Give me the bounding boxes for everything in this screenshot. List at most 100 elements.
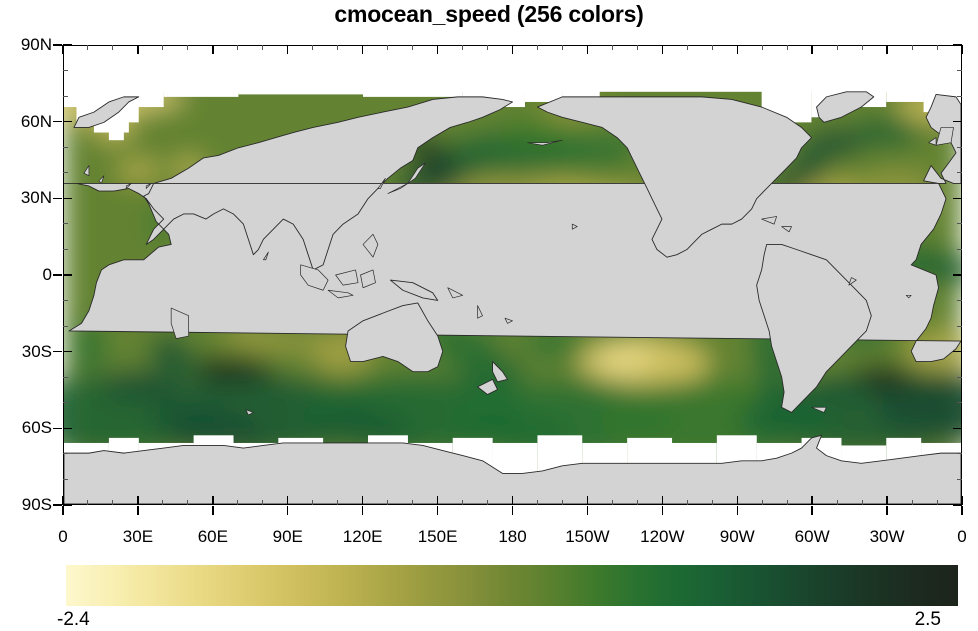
x-tick-bottom [586,496,589,505]
land-island [928,137,937,146]
y-tick-left [63,453,68,455]
x-tick-bottom [361,496,364,505]
x-tick-top [936,45,938,50]
x-tick-bottom [387,500,389,505]
y-tick-left [63,44,72,46]
x-tick-top [961,45,963,54]
x-tick-top [761,45,763,50]
y-tick-left [63,197,72,200]
x-axis-tick-label: 60E [197,527,228,546]
y-tick-right [957,223,962,225]
land-island [83,165,90,177]
land-scandinavia [73,96,140,128]
x-tick-top [861,45,863,50]
land-north-america [536,96,812,258]
land-island [125,183,132,189]
x-tick-top [561,45,563,50]
land-island [98,175,105,184]
x-axis-tick-label: 0 [58,527,68,546]
colorbar-gradient [66,565,958,606]
land-island [300,264,329,291]
y-axis-tick-label: 60N [20,111,52,131]
x-tick-top [187,45,189,50]
x-tick-top [87,45,89,50]
x-tick-outside [961,506,963,515]
x-axis-tick-label: 0 [957,527,967,546]
x-axis-tick-label: 120W [640,527,685,546]
colorbar[interactable] [66,565,958,606]
land-layer [64,91,961,504]
x-tick-top [487,45,489,50]
y-tick-outside [53,274,62,276]
y-tick-right [953,44,962,46]
land-island [477,305,483,319]
x-tick-top [436,45,439,54]
x-tick-bottom [686,500,688,505]
x-tick-top [636,45,638,50]
land-eurasia-africa [64,93,961,362]
x-tick-bottom [187,500,189,505]
x-tick-bottom [87,500,89,505]
y-tick-left [63,427,72,430]
x-tick-top [212,45,214,54]
x-axis-tick-label: 180 [498,527,527,546]
x-tick-top [511,45,514,54]
land-island [327,289,354,299]
y-tick-left [63,95,68,97]
x-tick-outside [137,506,139,515]
map-plot-area[interactable] [63,45,962,505]
map-canvas [64,46,961,504]
x-tick-outside [361,506,364,515]
x-tick-outside [511,506,514,515]
y-axis-tick-label: 60S [21,418,52,438]
x-tick-top [462,45,464,50]
land-antarctica [64,434,961,504]
x-tick-top [611,45,613,50]
x-tick-bottom [511,496,514,505]
y-tick-left [63,478,68,480]
land-island [362,233,379,258]
x-tick-bottom [436,496,439,505]
y-tick-outside [53,197,62,200]
x-tick-bottom [736,496,738,505]
land-island [447,287,464,299]
land-island [781,226,792,233]
y-tick-left [63,248,68,250]
y-tick-left [63,146,68,148]
land-greenland [816,91,875,123]
y-tick-right [957,478,962,480]
y-axis-tick-label: 30S [21,341,52,361]
land-island [905,294,912,299]
x-tick-bottom [162,500,164,505]
x-tick-top [237,45,239,50]
y-tick-right [957,453,962,455]
land-australia [345,302,444,373]
y-axis-tick-label: 30N [20,188,52,208]
y-tick-right [953,427,962,430]
land-island [848,277,857,286]
y-axis-tick-label: 0 [42,265,52,284]
y-tick-outside [53,350,62,353]
x-tick-bottom [412,500,414,505]
x-axis-tick-label: 90E [272,527,303,546]
x-tick-top [262,45,264,50]
x-tick-bottom [911,500,913,505]
y-tick-right [957,95,962,97]
x-tick-bottom [137,496,139,505]
x-tick-top [661,45,664,54]
land-island [811,406,827,413]
x-tick-bottom [611,500,613,505]
x-tick-outside [62,506,64,515]
x-tick-bottom [636,500,638,505]
y-tick-left [63,504,72,506]
y-tick-left [63,402,68,404]
y-tick-right [957,376,962,378]
land-island [263,251,269,261]
x-tick-top [886,45,888,54]
x-tick-bottom [811,496,813,505]
x-axis-tick-label: 60W [794,527,830,546]
colorbar-max-label: 2.5 [914,609,941,630]
y-tick-right [957,325,962,327]
x-tick-bottom [836,500,838,505]
x-tick-top [911,45,913,50]
